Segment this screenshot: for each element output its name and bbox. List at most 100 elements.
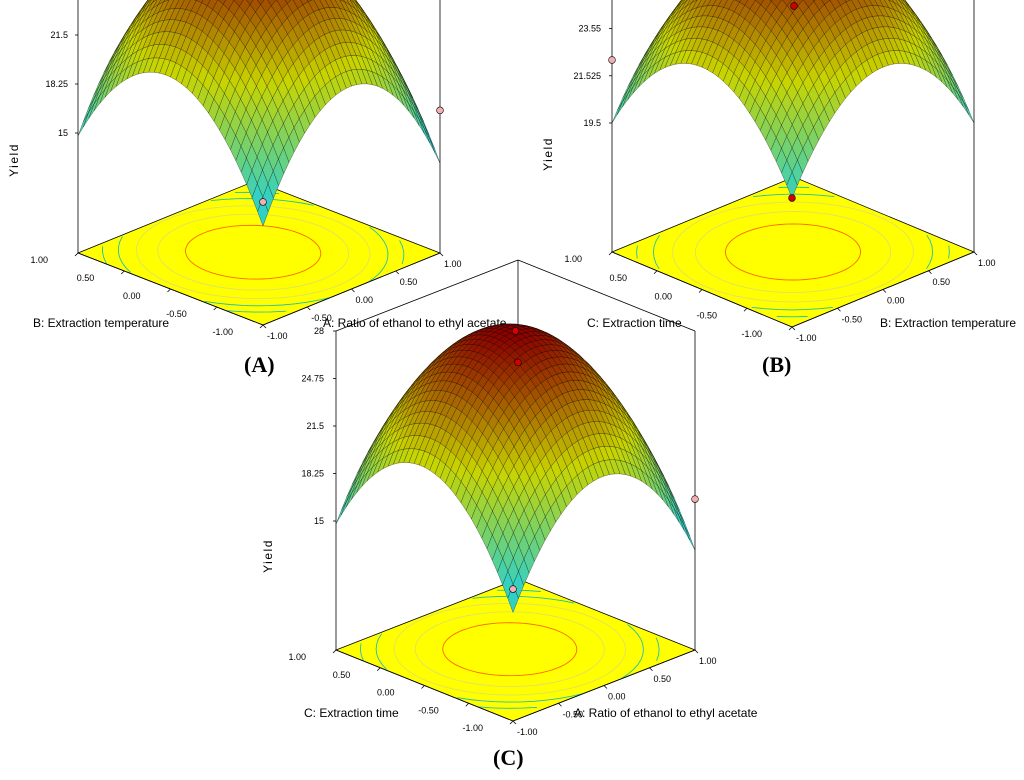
design-point — [514, 358, 522, 367]
y-tick — [120, 270, 125, 275]
y-tick — [788, 326, 793, 331]
caption-a: (A) — [244, 352, 275, 377]
surface-cell — [429, 138, 441, 164]
y-tick-label: -0.50 — [696, 310, 717, 320]
y-tick — [259, 324, 264, 329]
y-tick-label: -1.00 — [462, 723, 483, 733]
x-tick-label: 0.00 — [887, 296, 905, 306]
x-axis: -1.00 -0.50 0.00 0.50 1.00 — [791, 251, 996, 343]
x-tick-label: 1.00 — [444, 259, 462, 269]
x-tick-label: 0.50 — [400, 277, 418, 287]
x-tick — [395, 270, 400, 275]
z-tick-label: 15 — [314, 516, 324, 526]
x-tick — [439, 252, 444, 257]
y-tick — [743, 307, 748, 312]
contour-line — [414, 611, 605, 688]
z-tick-label: 18.25 — [45, 79, 68, 89]
x-tick-label: -1.00 — [267, 331, 288, 341]
z-tick-label: 18.25 — [301, 469, 324, 479]
box-edge — [335, 259, 519, 332]
surface-cell — [423, 128, 435, 153]
y-tick-label: -0.50 — [418, 705, 439, 715]
surface-cell — [957, 93, 969, 115]
surface-cell — [684, 525, 696, 551]
y-axis: -1.00 -0.50 0.00 0.50 1.00 — [564, 251, 793, 339]
surface-plot-a: 1518.2521.524.7528-1.00-0.500.000.501.00… — [7, 0, 507, 341]
x-tick-label: -0.50 — [311, 313, 332, 323]
x-tick-label: -1.00 — [517, 727, 538, 737]
z-tick-label: 23.55 — [578, 24, 601, 34]
y-tick — [509, 720, 514, 725]
design-point — [511, 327, 520, 335]
chart-panel-c: 15 18.25 21.5 24.75 28 -1.00 -0.50 0.00 0.50 1.00… — [256, 259, 768, 780]
x-tick — [882, 289, 887, 293]
surface-cell — [77, 112, 89, 137]
design-point — [259, 198, 267, 206]
x-tick-label: 0.00 — [356, 295, 374, 305]
y-tick-label: 1.00 — [564, 254, 582, 264]
x-tick — [558, 702, 562, 707]
contour-line — [442, 622, 578, 677]
y-tick-label: 1.00 — [30, 255, 48, 265]
contour-line — [157, 213, 349, 291]
y-tick-label: 0.50 — [333, 670, 351, 680]
surface-cell — [963, 101, 975, 124]
y-tick — [74, 252, 79, 257]
y-tick — [376, 667, 381, 672]
y-tick-label: -1.00 — [741, 329, 762, 339]
contour-line — [375, 595, 644, 703]
x-tick — [603, 685, 608, 689]
y-axis-label: B: Extraction temperature — [33, 316, 169, 330]
z-axis-label: Yield — [261, 539, 275, 573]
z-tick-label: 21.5 — [306, 421, 324, 431]
y-tick-label: 0.00 — [654, 292, 672, 302]
z-tick-label: 21.5 — [50, 30, 68, 40]
x-tick — [351, 288, 355, 293]
surface-cell — [611, 101, 623, 124]
x-tick-label: -1.00 — [796, 333, 817, 343]
x-tick-label: 0.50 — [933, 277, 951, 287]
x-tick — [928, 270, 932, 275]
z-axis-label: Yield — [541, 137, 555, 171]
x-tick — [649, 667, 653, 672]
x-tick — [694, 649, 699, 654]
y-tick-label: -1.00 — [212, 327, 233, 337]
x-tick-label: 0.00 — [608, 692, 626, 702]
response-surface — [335, 323, 696, 613]
surface-cell — [257, 196, 269, 227]
contour-line — [724, 223, 862, 281]
z-tick-label: 28 — [314, 326, 324, 336]
design-point — [691, 495, 699, 503]
surface-cell — [341, 492, 352, 516]
y-axis: -1.00 -0.50 0.00 0.50 1.00 — [30, 252, 264, 337]
surface-plot-c: 15 18.25 21.5 24.75 28 -1.00 -0.50 0.00 0.50 1.00… — [261, 259, 758, 737]
x-axis: -1.00 -0.50 0.00 0.50 1.00 — [262, 252, 462, 341]
y-axis-label: C: Extraction time — [304, 706, 399, 720]
surface-cell — [617, 93, 629, 115]
y-tick-label: 0.50 — [609, 273, 627, 283]
design-point — [436, 106, 444, 115]
x-tick — [973, 251, 978, 256]
x-tick — [306, 306, 311, 311]
y-tick — [213, 306, 218, 311]
y-tick-label: 0.50 — [77, 273, 95, 283]
chart-panel-a: 15 18.25 21.5 24.75 28 -1.00 -0.50 0.00 0.50 1.00… — [0, 0, 512, 390]
caption-b: (B) — [762, 352, 792, 377]
y-tick-label: -0.50 — [166, 309, 187, 319]
design-point — [608, 56, 616, 64]
y-tick-label: 1.00 — [288, 652, 306, 662]
box-edge — [517, 259, 696, 332]
design-point — [788, 194, 796, 202]
response-surface — [77, 0, 441, 227]
x-tick-label: 1.00 — [978, 258, 996, 268]
x-tick — [837, 307, 841, 312]
response-surface — [611, 0, 975, 199]
surface-cell — [786, 171, 798, 199]
x-axis-label: A: Ratio of ethanol to ethyl acetate — [323, 316, 507, 330]
x-axis-label: B: Extraction temperature — [880, 316, 1016, 330]
